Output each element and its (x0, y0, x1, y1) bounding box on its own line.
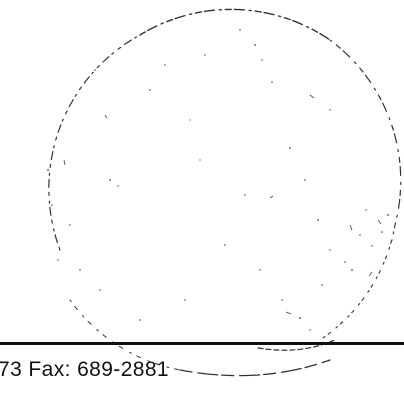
footer-contact-text: 73 Fax: 689-2881 (0, 358, 170, 381)
horizontal-rule (0, 342, 404, 345)
